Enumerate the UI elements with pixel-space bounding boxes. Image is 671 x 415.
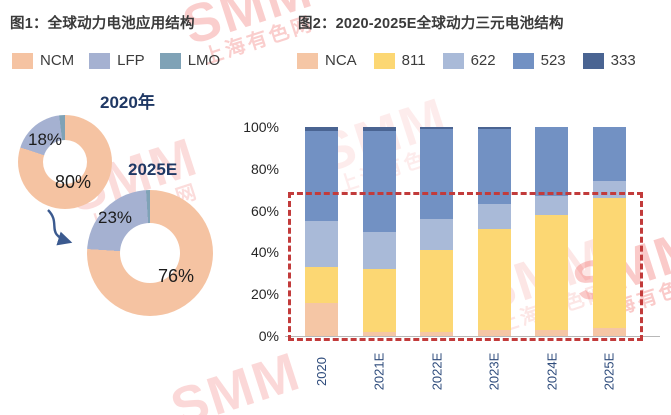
bar-segment-NCA-2022E <box>420 331 453 336</box>
legend-swatch-icon <box>442 52 464 69</box>
data-label-2025-lfp: 23% <box>98 208 133 227</box>
x-axis-label-text: 2022E <box>429 352 444 390</box>
fig2-legend-item-nca: NCA <box>297 52 357 69</box>
bar-segment-523-2020 <box>305 131 338 222</box>
bar-segment-NCA-2025E <box>592 327 626 336</box>
bar-segment-622-2024E <box>535 196 568 215</box>
bar-segment-NCA-2021E <box>362 331 396 336</box>
legend-label: NCA <box>325 52 357 69</box>
bar-segment-523-2023E <box>477 129 511 205</box>
legend-label: 333 <box>610 52 636 69</box>
x-axis-line <box>285 336 660 337</box>
donut-2025-title: 2025E <box>128 160 178 179</box>
bar-2024E <box>535 127 568 336</box>
fig2-legend-item-333: 333 <box>582 52 636 69</box>
bar-2022E <box>420 127 453 336</box>
donut-chart-2020 <box>18 115 112 209</box>
x-axis-label-text: 2025E <box>601 352 617 390</box>
x-axis-label-text: 2024E <box>544 352 559 390</box>
watermark: SMM <box>163 341 308 415</box>
fig2-legend-item-622: 622 <box>442 52 496 69</box>
bar-segment-333-2023E <box>477 127 511 130</box>
bar-segment-523-2022E <box>420 129 453 219</box>
bar-segment-622-2020 <box>305 221 338 268</box>
bar-2025E <box>592 127 626 336</box>
bar-segment-622-2023E <box>477 204 511 230</box>
donut-hole <box>120 223 180 283</box>
bar-segment-NCA-2023E <box>477 329 511 336</box>
legend-swatch-icon <box>512 52 534 69</box>
legend-swatch-icon <box>12 52 33 69</box>
watermark-brand: SMM <box>163 341 308 415</box>
y-axis-tick-40pct: 40% <box>250 244 279 261</box>
legend-swatch-icon <box>373 52 395 69</box>
bar-segment-NCA-2024E <box>535 329 568 336</box>
donut-chart-2025 <box>87 190 213 316</box>
bar-segment-622-2021E <box>362 231 396 270</box>
bar-2021E <box>362 127 396 336</box>
data-label-2020-ncm: 80% <box>55 172 92 192</box>
legend-label: 523 <box>540 52 566 69</box>
trend-arrow-icon <box>47 209 73 246</box>
legend-swatch-icon <box>89 52 111 69</box>
bar-segment-811-2024E <box>535 214 568 330</box>
bar-segment-811-2023E <box>477 229 511 330</box>
y-axis-tick-60pct: 60% <box>250 202 279 219</box>
highlight-dashed-box <box>288 192 643 341</box>
stacked-bar-plot-area <box>287 127 660 336</box>
bar-segment-811-2020 <box>305 267 338 303</box>
legend-swatch-icon <box>159 52 181 69</box>
x-axis-label-2021E: 2021E <box>363 341 396 401</box>
bar-segment-811-2021E <box>362 269 396 332</box>
bar-segment-333-2022E <box>420 127 453 130</box>
bar-2020 <box>305 127 338 336</box>
fig1-legend-item-ncm: NCM <box>12 52 74 69</box>
bar-2023E <box>477 127 511 336</box>
x-axis-label-2025E: 2025E <box>593 341 626 401</box>
bar-segment-811-2022E <box>420 250 453 332</box>
bar-segment-811-2025E <box>592 198 626 328</box>
data-label-2020-lfp: 18% <box>28 130 63 149</box>
fig1-legend-item-lfp: LFP <box>89 52 145 69</box>
bar-segment-333-2021E <box>362 127 396 132</box>
fig2-legend: NCA 811 622 523 333 <box>297 52 636 69</box>
x-axis-label-2024E: 2024E <box>535 341 568 401</box>
legend-label: 622 <box>470 52 496 69</box>
bar-segment-523-2025E <box>592 127 626 182</box>
data-label-2025-ncm: 76% <box>158 266 195 286</box>
bar-segment-333-2020 <box>305 127 338 132</box>
legend-swatch-icon <box>297 52 318 69</box>
donut-2020-title: 2020年 <box>100 93 155 112</box>
x-axis-label-2020: 2020 <box>305 341 338 401</box>
y-axis-tick-0pct: 0% <box>258 328 279 344</box>
legend-label: 811 <box>401 52 426 69</box>
legend-swatch-icon <box>582 52 604 69</box>
fig2-title: 图2：2020-2025E全球动力三元电池结构 <box>298 16 564 32</box>
bar-segment-622-2022E <box>420 218 453 251</box>
legend-label: LMO <box>187 52 221 69</box>
bar-segment-NCA-2020 <box>305 302 338 336</box>
y-axis-tick-20pct: 20% <box>250 286 279 303</box>
y-axis-tick-80pct: 80% <box>250 160 279 177</box>
x-axis-label-text: 2020 <box>313 356 329 386</box>
donut-hole <box>43 140 87 184</box>
fig2-legend-item-523: 523 <box>512 52 566 69</box>
legend-label: NCM <box>40 52 75 69</box>
fig1-legend-item-lmo: LMO <box>159 52 221 69</box>
x-axis-label-2022E: 2022E <box>420 341 453 401</box>
x-axis-label-text: 2023E <box>486 352 502 390</box>
legend-label: LFP <box>117 52 145 69</box>
bar-segment-523-2021E <box>362 131 396 232</box>
y-axis-tick-100pct: 100% <box>243 119 279 135</box>
fig1-title: 图1：全球动力电池应用结构 <box>10 16 195 32</box>
bar-segment-523-2024E <box>535 127 568 196</box>
x-axis-label-2023E: 2023E <box>478 341 511 401</box>
fig2-legend-item-811: 811 <box>373 52 426 69</box>
x-axis-label-text: 2021E <box>371 352 387 390</box>
fig1-legend: NCM LFP LMO <box>12 52 220 69</box>
